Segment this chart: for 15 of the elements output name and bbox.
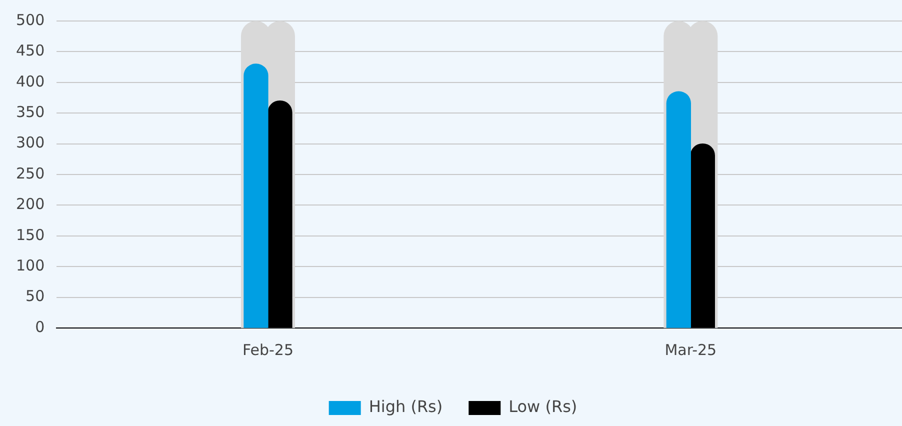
y-tick-label: 500 <box>16 10 45 29</box>
y-tick-label: 200 <box>16 195 45 214</box>
y-tick-label: 0 <box>35 318 45 336</box>
y-tick-label: 450 <box>16 42 45 60</box>
legend-label: High (Rs) <box>368 397 443 416</box>
x-tick-label: Mar-25 <box>664 340 717 359</box>
y-tick-label: 400 <box>16 72 45 90</box>
legend-label: Low (Rs) <box>508 397 578 416</box>
y-tick-label: 150 <box>16 226 45 244</box>
y-tick-label: 350 <box>16 102 45 121</box>
y-tick-label: 250 <box>16 164 45 182</box>
y-tick-label: 300 <box>16 134 45 152</box>
y-tick-label: 100 <box>16 256 45 274</box>
y-tick-label: 50 <box>26 287 45 306</box>
x-tick-label: Feb-25 <box>242 340 294 359</box>
